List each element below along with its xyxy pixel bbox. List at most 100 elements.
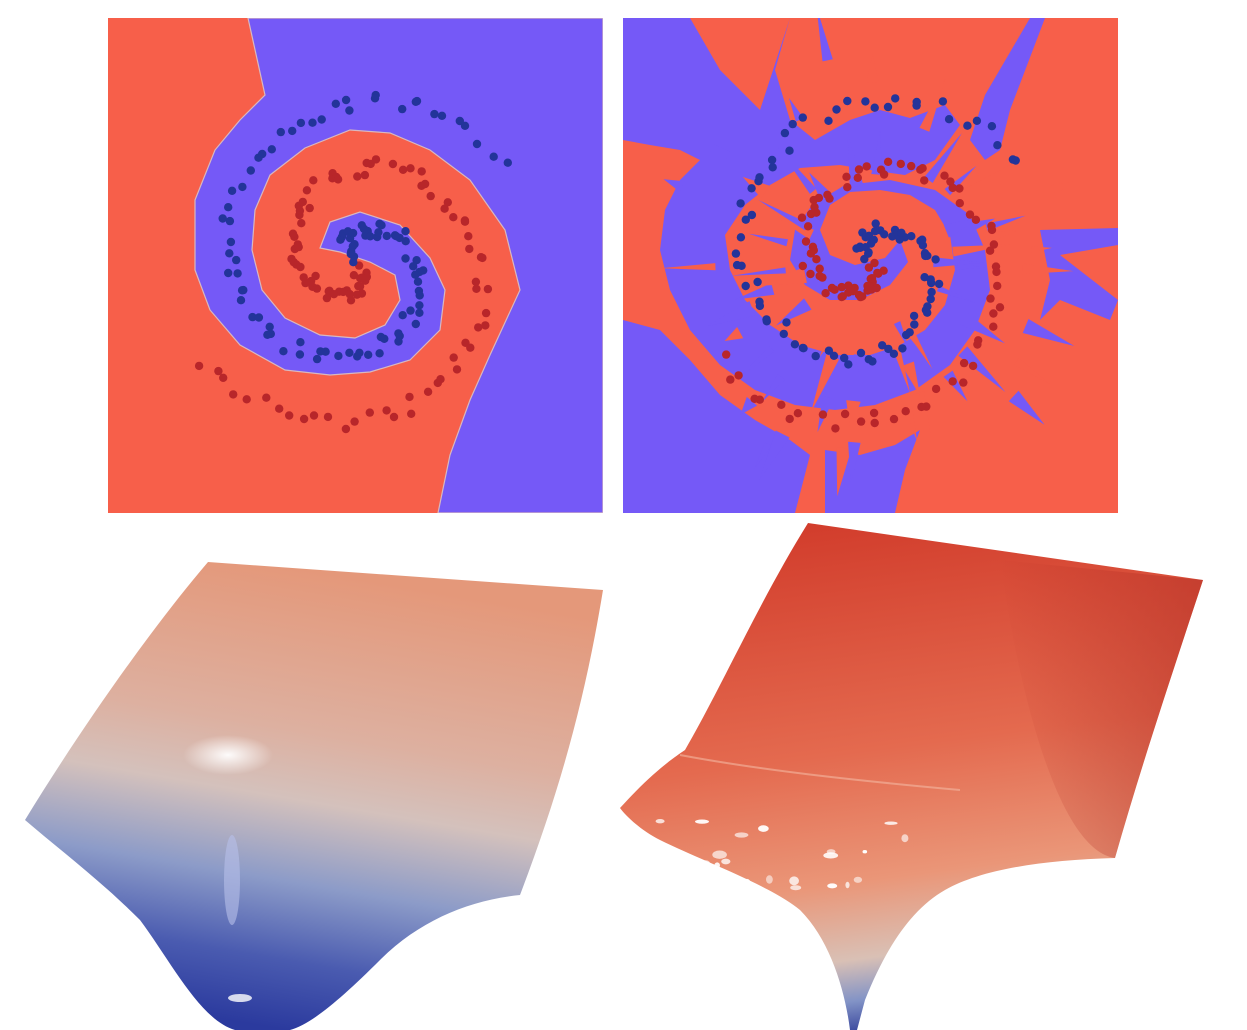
boundary-spike	[724, 327, 744, 341]
boundary-spike	[761, 374, 785, 403]
point-class-a	[873, 268, 882, 278]
point-class-a	[840, 409, 850, 419]
point-class-a	[476, 253, 486, 262]
point-class-b	[897, 228, 906, 237]
point-class-a	[285, 411, 294, 420]
point-class-a	[423, 387, 433, 396]
point-class-a	[854, 290, 864, 300]
point-class-b	[762, 315, 771, 324]
point-class-a	[907, 161, 916, 171]
boundary-spike	[819, 336, 833, 357]
point-class-b	[782, 318, 791, 327]
point-class-b	[731, 249, 741, 258]
point-class-b	[374, 228, 383, 237]
point-class-a	[311, 271, 320, 281]
point-class-b	[898, 344, 907, 353]
point-class-a	[818, 273, 827, 282]
point-class-b	[895, 235, 904, 244]
point-class-a	[353, 172, 362, 181]
region-class-b-right	[1040, 228, 1118, 320]
point-class-b	[972, 116, 982, 126]
point-class-a	[389, 412, 399, 422]
point-class-a	[889, 414, 899, 424]
surface-glint	[734, 832, 749, 838]
boundary-spike	[748, 233, 788, 247]
region-class-b	[623, 18, 990, 410]
point-class-a	[837, 282, 846, 292]
point-class-a	[440, 204, 449, 213]
point-class-b	[489, 152, 498, 161]
point-class-a	[339, 287, 348, 297]
surface-glint	[827, 883, 838, 889]
point-class-b	[394, 337, 403, 346]
point-class-a	[365, 408, 374, 417]
point-class-b	[870, 227, 880, 236]
point-class-b	[312, 354, 322, 364]
surface-glint	[743, 878, 751, 888]
point-class-a	[987, 225, 997, 235]
point-class-b	[295, 350, 305, 359]
surface-highlight	[183, 735, 273, 775]
boundary-spike	[959, 312, 1005, 344]
point-class-a	[971, 215, 981, 224]
point-class-a	[809, 246, 818, 255]
surface-glint	[884, 821, 898, 825]
point-class-a	[460, 217, 470, 226]
point-class-a	[443, 198, 452, 207]
point-class-b	[840, 353, 849, 363]
point-class-b	[254, 313, 264, 322]
point-class-a	[722, 350, 731, 359]
point-class-b	[375, 349, 384, 358]
point-class-b	[348, 228, 358, 238]
point-class-b	[296, 118, 306, 128]
point-class-b	[780, 128, 790, 138]
point-class-a	[333, 175, 343, 184]
point-class-b	[472, 139, 482, 149]
region-class-b	[194, 18, 603, 513]
point-class-b	[741, 281, 750, 291]
point-class-a	[297, 219, 306, 228]
point-class-b	[811, 351, 820, 361]
point-class-a	[992, 267, 1001, 277]
point-class-b	[870, 103, 879, 112]
boundary-spike	[893, 321, 910, 351]
point-class-b	[861, 233, 870, 242]
boundary-spike	[754, 442, 772, 470]
point-class-a	[287, 254, 296, 264]
point-class-a	[848, 287, 858, 296]
point-class-b	[398, 311, 407, 320]
point-class-a	[973, 340, 982, 349]
boundary-spike	[734, 283, 775, 300]
point-class-a	[995, 303, 1005, 312]
boundary-spike	[943, 370, 968, 402]
point-class-a	[814, 193, 824, 203]
point-class-a	[471, 277, 481, 286]
point-class-a	[323, 412, 333, 422]
point-class-b	[316, 347, 325, 356]
surface-glint	[695, 819, 709, 824]
boundary-spike	[909, 391, 931, 433]
boundary-spike	[758, 199, 809, 231]
point-class-a	[798, 261, 807, 271]
point-class-b	[237, 286, 247, 295]
boundary-spike	[871, 130, 883, 175]
point-class-b	[226, 237, 236, 247]
point-class-a	[831, 424, 840, 433]
point-class-b	[767, 155, 777, 165]
point-class-b	[345, 106, 354, 115]
boundary-spike	[780, 219, 814, 240]
point-class-b	[912, 97, 921, 107]
point-class-a	[341, 424, 351, 434]
point-class-a	[812, 255, 821, 264]
boundary-spike	[1022, 319, 1075, 346]
point-class-a	[842, 172, 851, 181]
region-class-b-bottom	[623, 320, 810, 513]
boundary-spike	[1031, 246, 1052, 253]
point-class-a	[349, 271, 359, 280]
point-class-a	[989, 322, 998, 331]
point-class-a	[481, 321, 490, 330]
panel-surface-smooth	[25, 562, 603, 1030]
point-class-b	[353, 352, 362, 361]
point-class-a	[955, 184, 964, 193]
point-class-b	[258, 149, 267, 159]
